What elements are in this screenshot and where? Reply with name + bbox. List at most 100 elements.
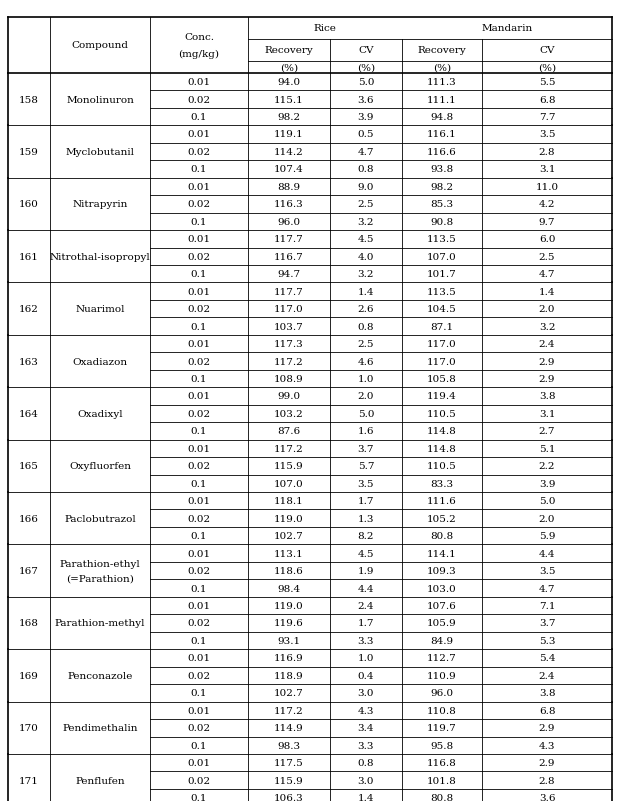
Text: 95.8: 95.8 xyxy=(430,741,454,750)
Text: 2.0: 2.0 xyxy=(539,305,556,314)
Text: 0.1: 0.1 xyxy=(191,636,207,645)
Text: 2.8: 2.8 xyxy=(539,148,556,157)
Text: 94.0: 94.0 xyxy=(277,78,301,87)
Text: 0.4: 0.4 xyxy=(358,671,374,680)
Text: 0.1: 0.1 xyxy=(191,322,207,331)
Text: 113.5: 113.5 xyxy=(427,287,457,296)
Text: 114.8: 114.8 xyxy=(427,444,457,453)
Text: 0.1: 0.1 xyxy=(191,427,207,436)
Text: 4.5: 4.5 xyxy=(358,549,374,558)
Text: 119.7: 119.7 xyxy=(427,724,457,732)
Text: 117.5: 117.5 xyxy=(274,758,304,767)
Text: 5.1: 5.1 xyxy=(539,444,556,453)
Text: 90.8: 90.8 xyxy=(430,218,454,226)
Text: 116.1: 116.1 xyxy=(427,130,457,139)
Text: 4.4: 4.4 xyxy=(539,549,556,558)
Text: 158: 158 xyxy=(19,96,39,104)
Text: 1.9: 1.9 xyxy=(358,566,374,576)
Text: 0.02: 0.02 xyxy=(187,671,211,680)
Text: 115.9: 115.9 xyxy=(274,776,304,785)
Text: 116.8: 116.8 xyxy=(427,758,457,767)
Text: 114.2: 114.2 xyxy=(274,148,304,157)
Text: 88.9: 88.9 xyxy=(277,182,301,192)
Text: 9.0: 9.0 xyxy=(358,182,374,192)
Text: 1.6: 1.6 xyxy=(358,427,374,436)
Text: 99.0: 99.0 xyxy=(277,392,301,401)
Text: 1.4: 1.4 xyxy=(358,793,374,802)
Text: 0.01: 0.01 xyxy=(187,287,211,296)
Text: 3.2: 3.2 xyxy=(358,270,374,279)
Text: 5.0: 5.0 xyxy=(358,410,374,418)
Text: 0.01: 0.01 xyxy=(187,130,211,139)
Text: 114.8: 114.8 xyxy=(427,427,457,436)
Text: 0.01: 0.01 xyxy=(187,549,211,558)
Text: 7.7: 7.7 xyxy=(539,113,556,122)
Text: 102.7: 102.7 xyxy=(274,688,304,698)
Text: 98.2: 98.2 xyxy=(277,113,301,122)
Text: 170: 170 xyxy=(19,724,39,732)
Text: 3.6: 3.6 xyxy=(358,96,374,104)
Text: 3.2: 3.2 xyxy=(358,218,374,226)
Text: 103.0: 103.0 xyxy=(427,584,457,593)
Text: 4.0: 4.0 xyxy=(358,252,374,262)
Text: 105.9: 105.9 xyxy=(427,619,457,628)
Text: 110.9: 110.9 xyxy=(427,671,457,680)
Text: 0.1: 0.1 xyxy=(191,218,207,226)
Text: 87.1: 87.1 xyxy=(430,322,454,331)
Text: 11.0: 11.0 xyxy=(536,182,559,192)
Text: 0.1: 0.1 xyxy=(191,584,207,593)
Text: 171: 171 xyxy=(19,776,39,785)
Text: 7.1: 7.1 xyxy=(539,601,556,610)
Text: 1.0: 1.0 xyxy=(358,374,374,384)
Text: Pendimethalin: Pendimethalin xyxy=(62,724,138,732)
Text: 104.5: 104.5 xyxy=(427,305,457,314)
Text: 83.3: 83.3 xyxy=(430,479,454,488)
Text: 0.01: 0.01 xyxy=(187,706,211,715)
Text: Recovery: Recovery xyxy=(418,47,466,55)
Text: 96.0: 96.0 xyxy=(277,218,301,226)
Text: Oxyfluorfen: Oxyfluorfen xyxy=(69,462,131,471)
Text: 168: 168 xyxy=(19,619,39,628)
Text: 4.7: 4.7 xyxy=(539,270,556,279)
Text: 107.6: 107.6 xyxy=(427,601,457,610)
Text: 8.2: 8.2 xyxy=(358,532,374,540)
Text: 3.8: 3.8 xyxy=(539,392,556,401)
Text: 167: 167 xyxy=(19,566,39,576)
Text: 5.0: 5.0 xyxy=(539,496,556,506)
Text: 5.4: 5.4 xyxy=(539,654,556,662)
Text: 2.4: 2.4 xyxy=(358,601,374,610)
Text: 0.1: 0.1 xyxy=(191,113,207,122)
Text: 0.02: 0.02 xyxy=(187,724,211,732)
Text: 9.7: 9.7 xyxy=(539,218,556,226)
Text: 2.7: 2.7 xyxy=(539,427,556,436)
Text: (%): (%) xyxy=(433,63,451,72)
Text: 119.6: 119.6 xyxy=(274,619,304,628)
Text: 3.1: 3.1 xyxy=(539,410,556,418)
Text: Parathion-methyl: Parathion-methyl xyxy=(55,619,145,628)
Text: 3.3: 3.3 xyxy=(358,636,374,645)
Text: Parathion-ethyl: Parathion-ethyl xyxy=(60,560,140,569)
Text: 0.8: 0.8 xyxy=(358,758,374,767)
Text: 0.02: 0.02 xyxy=(187,305,211,314)
Text: 2.9: 2.9 xyxy=(539,724,556,732)
Text: 116.6: 116.6 xyxy=(427,148,457,157)
Text: 0.02: 0.02 xyxy=(187,619,211,628)
Text: 2.5: 2.5 xyxy=(358,340,374,349)
Text: 0.02: 0.02 xyxy=(187,410,211,418)
Text: 85.3: 85.3 xyxy=(430,200,454,209)
Text: 5.7: 5.7 xyxy=(358,462,374,471)
Text: 116.9: 116.9 xyxy=(274,654,304,662)
Text: Nitrothal-isopropyl: Nitrothal-isopropyl xyxy=(50,252,151,262)
Text: 112.7: 112.7 xyxy=(427,654,457,662)
Text: 3.6: 3.6 xyxy=(539,793,556,802)
Text: 2.6: 2.6 xyxy=(358,305,374,314)
Text: (mg/kg): (mg/kg) xyxy=(179,50,219,59)
Text: 0.5: 0.5 xyxy=(358,130,374,139)
Text: 119.4: 119.4 xyxy=(427,392,457,401)
Text: 2.2: 2.2 xyxy=(539,462,556,471)
Text: 0.1: 0.1 xyxy=(191,270,207,279)
Text: 84.9: 84.9 xyxy=(430,636,454,645)
Text: 163: 163 xyxy=(19,357,39,366)
Text: 3.0: 3.0 xyxy=(358,776,374,785)
Text: 5.0: 5.0 xyxy=(358,78,374,87)
